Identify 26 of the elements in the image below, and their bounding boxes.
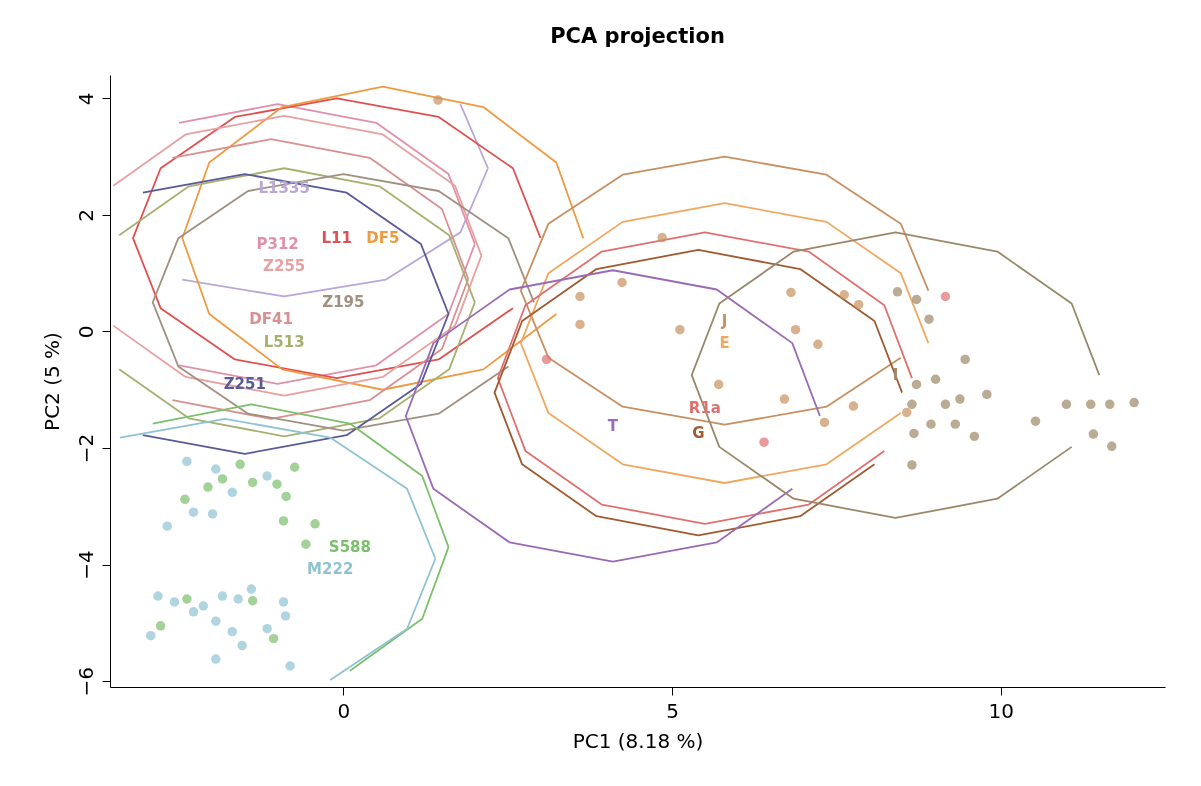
text: S588 (328, 538, 371, 557)
text: I (892, 366, 899, 385)
y-tick-label: 0 (73, 325, 98, 339)
y-tick-label: −4 (73, 550, 98, 580)
text: L513 (263, 333, 305, 352)
text: L11 (321, 229, 352, 248)
text: J (720, 311, 728, 330)
text: T (607, 416, 619, 435)
y-axis-title: PC2 (5 %) (39, 332, 64, 431)
y-tick-label: −6 (73, 666, 98, 697)
text: DF41 (249, 310, 293, 328)
x-tick-label: 10 (988, 698, 1014, 723)
text: Z195 (322, 293, 365, 312)
text: E (719, 334, 730, 353)
y-tick-label: 2 (73, 209, 98, 222)
x-tick-label: 5 (666, 698, 679, 723)
x-axis-title: PC1 (8.18 %) (572, 728, 704, 753)
text: P312 (256, 235, 299, 254)
text: Z255 (263, 256, 306, 275)
text: G (692, 423, 705, 442)
text: M222 (307, 559, 354, 578)
y-tick-label: −2 (73, 433, 98, 464)
chart-title: PCA projection (550, 24, 725, 48)
text: DF5 (366, 229, 400, 248)
x-tick-label: 0 (337, 698, 351, 723)
y-tick-label: 4 (73, 92, 98, 106)
